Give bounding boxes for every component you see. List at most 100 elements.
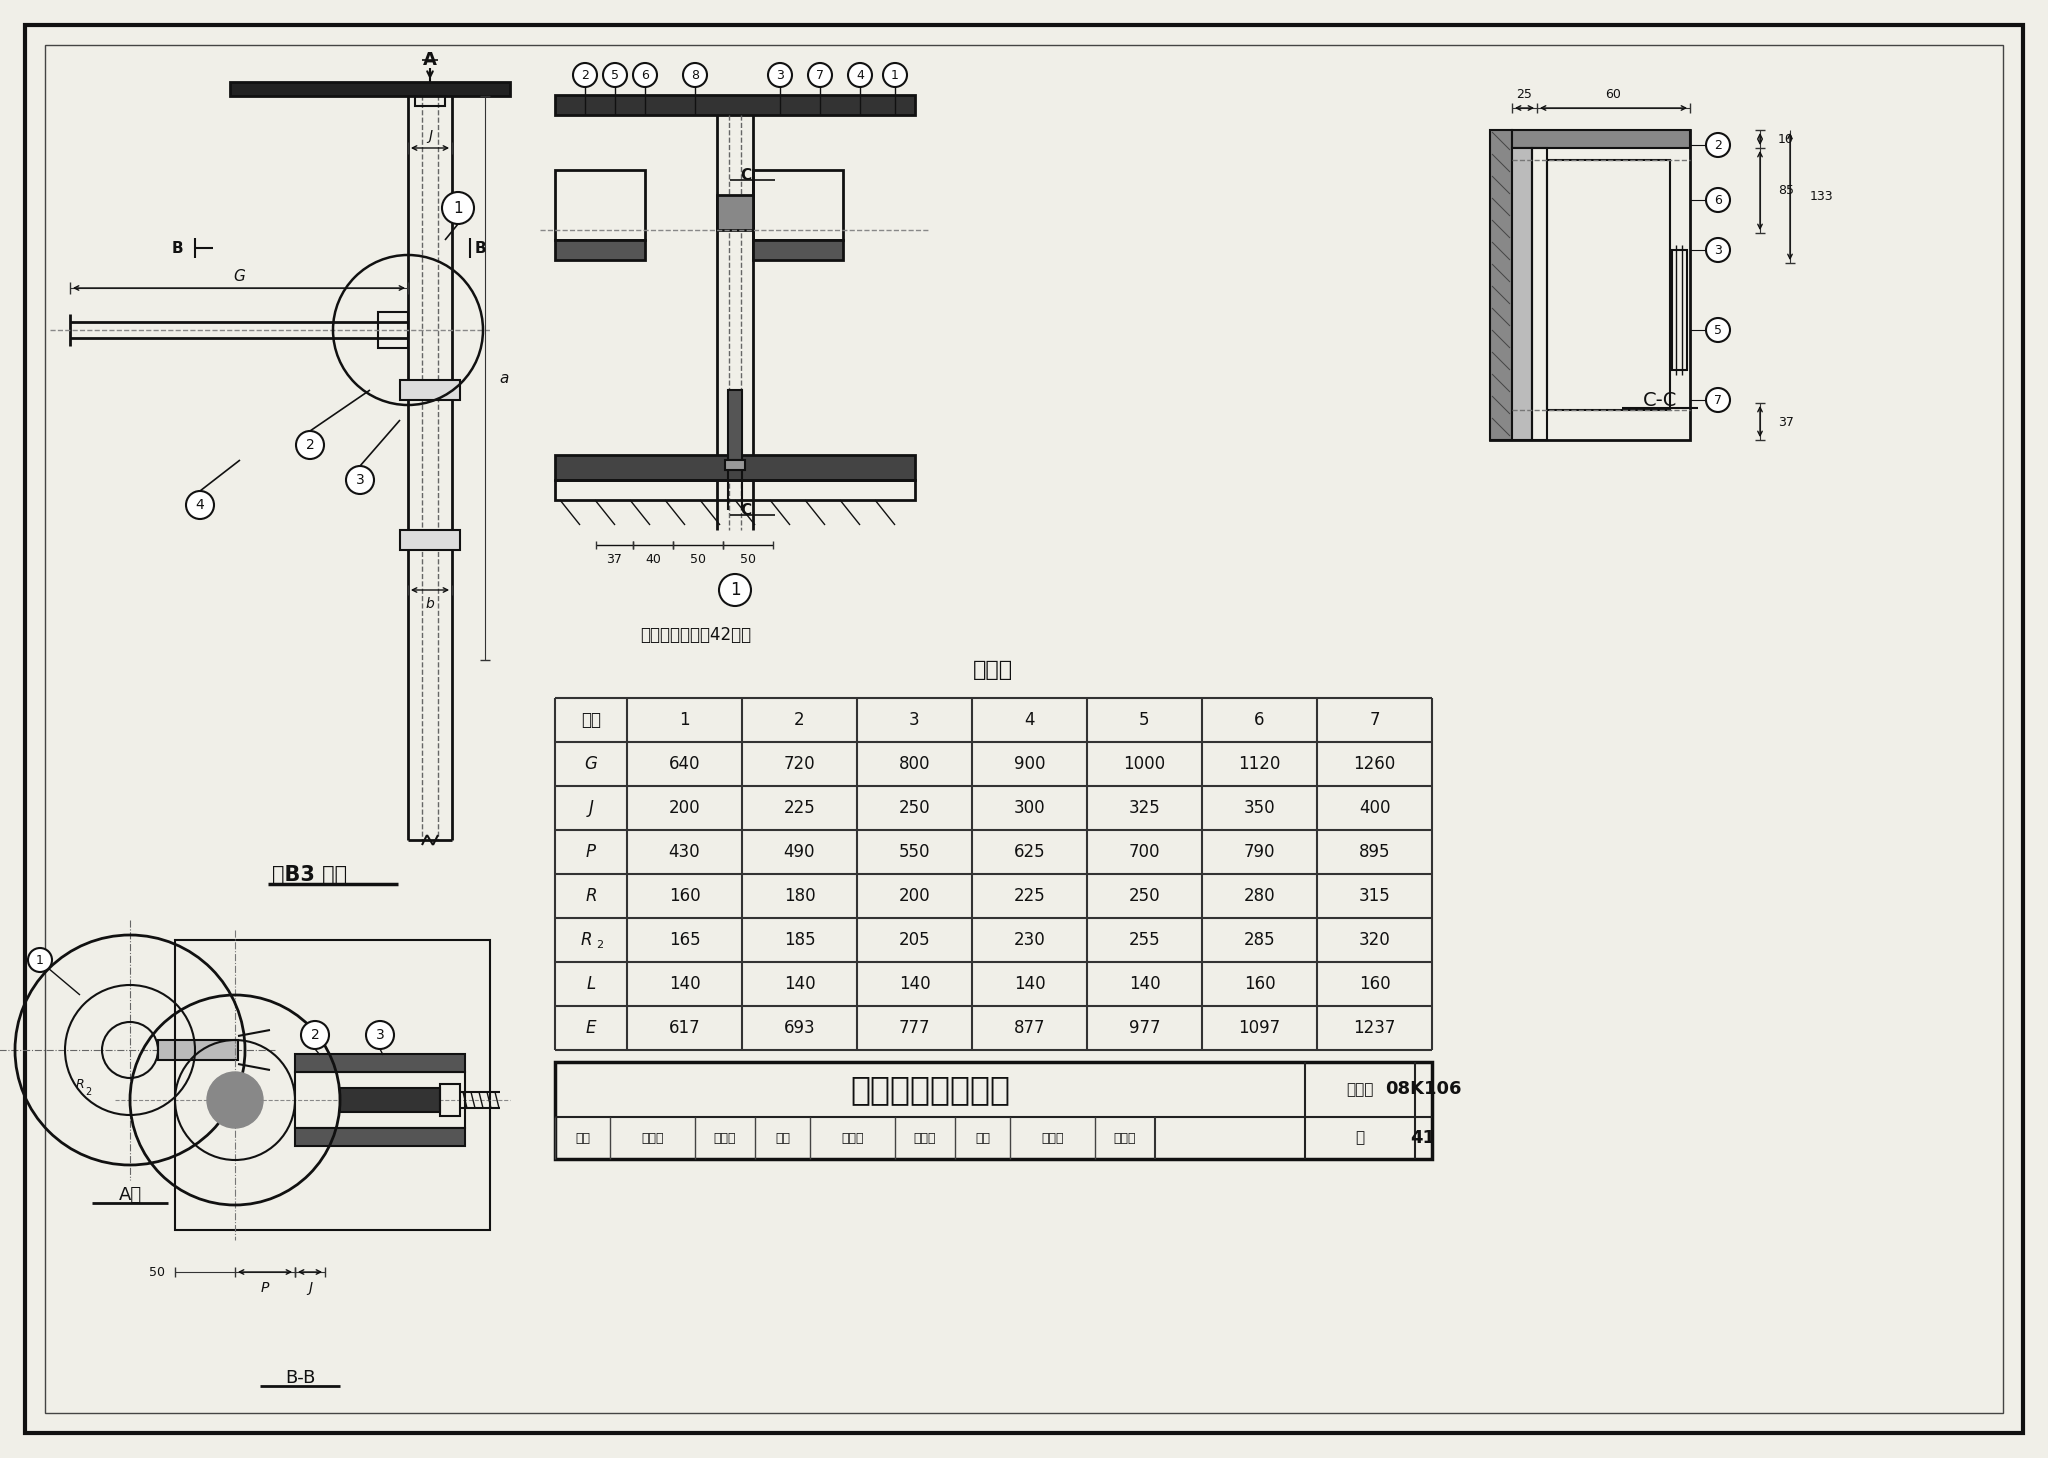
Text: A: A <box>424 51 436 69</box>
Text: 140: 140 <box>899 975 930 993</box>
Bar <box>174 940 489 1231</box>
Circle shape <box>682 63 707 87</box>
Text: 1: 1 <box>891 69 899 82</box>
Bar <box>1671 249 1688 370</box>
Text: 777: 777 <box>899 1019 930 1037</box>
Text: b: b <box>426 596 434 611</box>
Circle shape <box>1706 188 1731 211</box>
Text: R: R <box>586 886 596 905</box>
Text: 2: 2 <box>1714 139 1722 152</box>
Text: 2: 2 <box>582 69 590 82</box>
Text: 1120: 1120 <box>1239 755 1280 773</box>
Text: a: a <box>500 370 508 385</box>
Bar <box>717 195 754 230</box>
Text: R: R <box>76 1079 84 1092</box>
Bar <box>555 171 645 241</box>
Bar <box>1511 149 1532 440</box>
Text: 6: 6 <box>1714 194 1722 207</box>
Text: 37: 37 <box>1778 416 1794 429</box>
Text: 50: 50 <box>150 1266 166 1279</box>
Text: G: G <box>584 755 598 773</box>
Text: P: P <box>260 1282 268 1295</box>
Bar <box>379 312 408 348</box>
Text: 800: 800 <box>899 755 930 773</box>
Text: 693: 693 <box>784 1019 815 1037</box>
Text: 1: 1 <box>729 580 739 599</box>
Text: 3: 3 <box>1714 243 1722 257</box>
Text: E: E <box>586 1019 596 1037</box>
Text: 280: 280 <box>1243 886 1276 905</box>
Bar <box>555 480 915 500</box>
Text: 图集号: 图集号 <box>1346 1082 1374 1096</box>
Bar <box>1511 130 1690 149</box>
Text: 200: 200 <box>670 799 700 816</box>
Text: J: J <box>307 1282 311 1295</box>
Text: 900: 900 <box>1014 755 1044 773</box>
Bar <box>555 241 645 260</box>
Text: 877: 877 <box>1014 1019 1044 1037</box>
Text: 140: 140 <box>1128 975 1161 993</box>
Text: R: R <box>580 932 592 949</box>
Text: 140: 140 <box>784 975 815 993</box>
Bar <box>158 1040 238 1060</box>
Bar <box>754 241 844 260</box>
Text: 李志刚: 李志刚 <box>913 1131 936 1145</box>
Text: 6: 6 <box>1253 712 1266 729</box>
Text: 225: 225 <box>1014 886 1044 905</box>
Text: 285: 285 <box>1243 932 1276 949</box>
Circle shape <box>848 63 872 87</box>
Text: 37: 37 <box>606 553 623 566</box>
Text: 140: 140 <box>670 975 700 993</box>
Text: 325: 325 <box>1128 799 1161 816</box>
Bar <box>440 1083 461 1115</box>
Text: 8: 8 <box>690 69 698 82</box>
Text: 件B3 支架: 件B3 支架 <box>272 865 348 885</box>
Bar <box>725 461 745 469</box>
Bar <box>295 1128 465 1146</box>
Text: 2: 2 <box>596 940 604 951</box>
Text: 型号: 型号 <box>582 712 600 729</box>
Text: 1: 1 <box>453 201 463 216</box>
Text: 3: 3 <box>909 712 920 729</box>
Text: 侯爱民: 侯爱民 <box>641 1131 664 1145</box>
Text: B: B <box>475 241 485 255</box>
Text: 4: 4 <box>856 69 864 82</box>
Bar <box>754 171 844 241</box>
Circle shape <box>1706 388 1731 413</box>
Text: 140: 140 <box>1014 975 1044 993</box>
Text: 160: 160 <box>1358 975 1391 993</box>
Text: 180: 180 <box>784 886 815 905</box>
Text: G: G <box>233 268 246 283</box>
Text: 页: 页 <box>1356 1130 1364 1146</box>
Text: 50: 50 <box>739 553 756 566</box>
Circle shape <box>883 63 907 87</box>
Text: 注：材料表见第42页。: 注：材料表见第42页。 <box>639 625 752 644</box>
Circle shape <box>346 467 375 494</box>
Text: 40: 40 <box>645 553 662 566</box>
Bar <box>295 1054 465 1072</box>
Text: 2: 2 <box>305 437 315 452</box>
Text: J: J <box>588 799 594 816</box>
Text: 255: 255 <box>1128 932 1161 949</box>
Bar <box>416 96 444 106</box>
Circle shape <box>1706 318 1731 343</box>
Circle shape <box>186 491 213 519</box>
Text: 160: 160 <box>670 886 700 905</box>
Text: 895: 895 <box>1358 843 1391 862</box>
Circle shape <box>442 192 473 225</box>
Text: 200: 200 <box>899 886 930 905</box>
Text: 1: 1 <box>37 954 43 967</box>
Bar <box>555 455 915 480</box>
Text: 977: 977 <box>1128 1019 1161 1037</box>
Text: 41: 41 <box>1411 1128 1436 1147</box>
Text: 1097: 1097 <box>1239 1019 1280 1037</box>
Text: L: L <box>586 975 596 993</box>
Text: 230: 230 <box>1014 932 1044 949</box>
Text: 审核: 审核 <box>575 1131 590 1145</box>
Text: 165: 165 <box>670 932 700 949</box>
Circle shape <box>207 1072 262 1128</box>
Text: C: C <box>739 503 752 518</box>
Text: 3: 3 <box>776 69 784 82</box>
Text: 2: 2 <box>795 712 805 729</box>
Text: 625: 625 <box>1014 843 1044 862</box>
